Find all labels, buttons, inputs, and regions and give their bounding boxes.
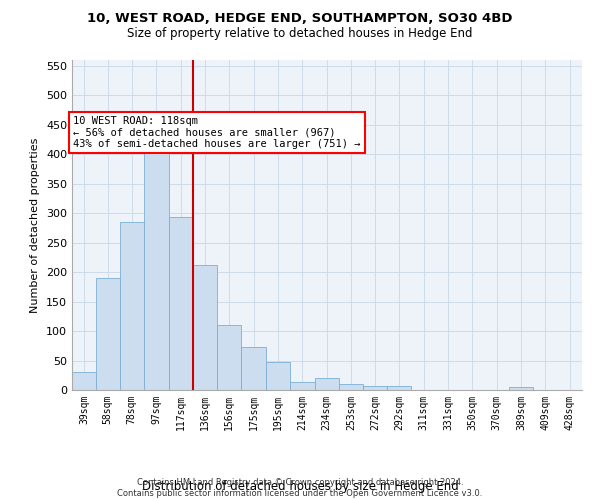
Text: 10, WEST ROAD, HEDGE END, SOUTHAMPTON, SO30 4BD: 10, WEST ROAD, HEDGE END, SOUTHAMPTON, S… xyxy=(87,12,513,26)
Text: 10 WEST ROAD: 118sqm
← 56% of detached houses are smaller (967)
43% of semi-deta: 10 WEST ROAD: 118sqm ← 56% of detached h… xyxy=(73,116,361,149)
Bar xyxy=(314,378,339,390)
Bar xyxy=(169,218,193,390)
Y-axis label: Number of detached properties: Number of detached properties xyxy=(31,138,40,312)
Bar xyxy=(363,386,387,390)
Bar xyxy=(96,278,119,390)
Bar xyxy=(72,372,96,390)
Bar xyxy=(193,265,217,390)
Bar xyxy=(217,325,241,390)
Bar xyxy=(290,382,314,390)
Bar xyxy=(119,222,144,390)
Bar xyxy=(266,362,290,390)
Bar xyxy=(509,387,533,390)
Text: Size of property relative to detached houses in Hedge End: Size of property relative to detached ho… xyxy=(127,28,473,40)
Bar xyxy=(144,122,169,390)
Bar xyxy=(387,386,412,390)
Bar xyxy=(339,384,363,390)
Text: Contains HM Land Registry data © Crown copyright and database right 2024.
Contai: Contains HM Land Registry data © Crown c… xyxy=(118,478,482,498)
Text: Distribution of detached houses by size in Hedge End: Distribution of detached houses by size … xyxy=(142,480,458,493)
Bar xyxy=(241,347,266,390)
